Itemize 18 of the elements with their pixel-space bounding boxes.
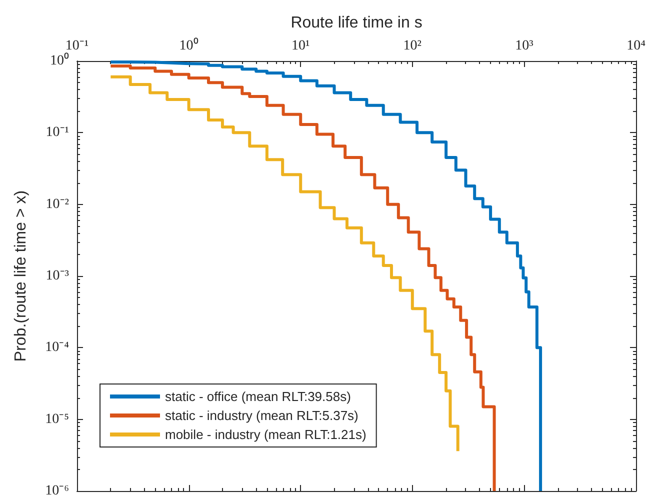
x-tick-label: 10⁻¹ — [65, 38, 89, 54]
y-tick-label: 10⁻² — [46, 196, 69, 212]
legend-label: mobile - industry (mean RLT:1.21s) — [165, 427, 366, 442]
x-axis-title: Route life time in s — [290, 14, 422, 32]
legend-label: static - industry (mean RLT:5.37s) — [165, 408, 358, 423]
y-tick-label: 10⁻⁶ — [45, 484, 70, 498]
x-tick-label: 10² — [403, 38, 422, 54]
x-tick-label: 10⁰ — [179, 38, 198, 54]
y-axis-title: Prob.(route life time > x) — [12, 190, 30, 362]
y-tick-label: 10⁻⁴ — [45, 340, 70, 356]
x-tick-label: 10¹ — [292, 38, 310, 54]
y-tick-label: 10⁰ — [50, 52, 69, 68]
x-tick-label: 10³ — [515, 38, 534, 54]
y-tick-label: 10⁻¹ — [46, 125, 69, 140]
y-tick-label: 10⁻⁵ — [45, 412, 70, 427]
y-tick-label: 10⁻³ — [46, 268, 69, 284]
x-tick-label: 10⁴ — [626, 38, 646, 54]
legend-label: static - office (mean RLT:39.58s) — [165, 389, 351, 404]
